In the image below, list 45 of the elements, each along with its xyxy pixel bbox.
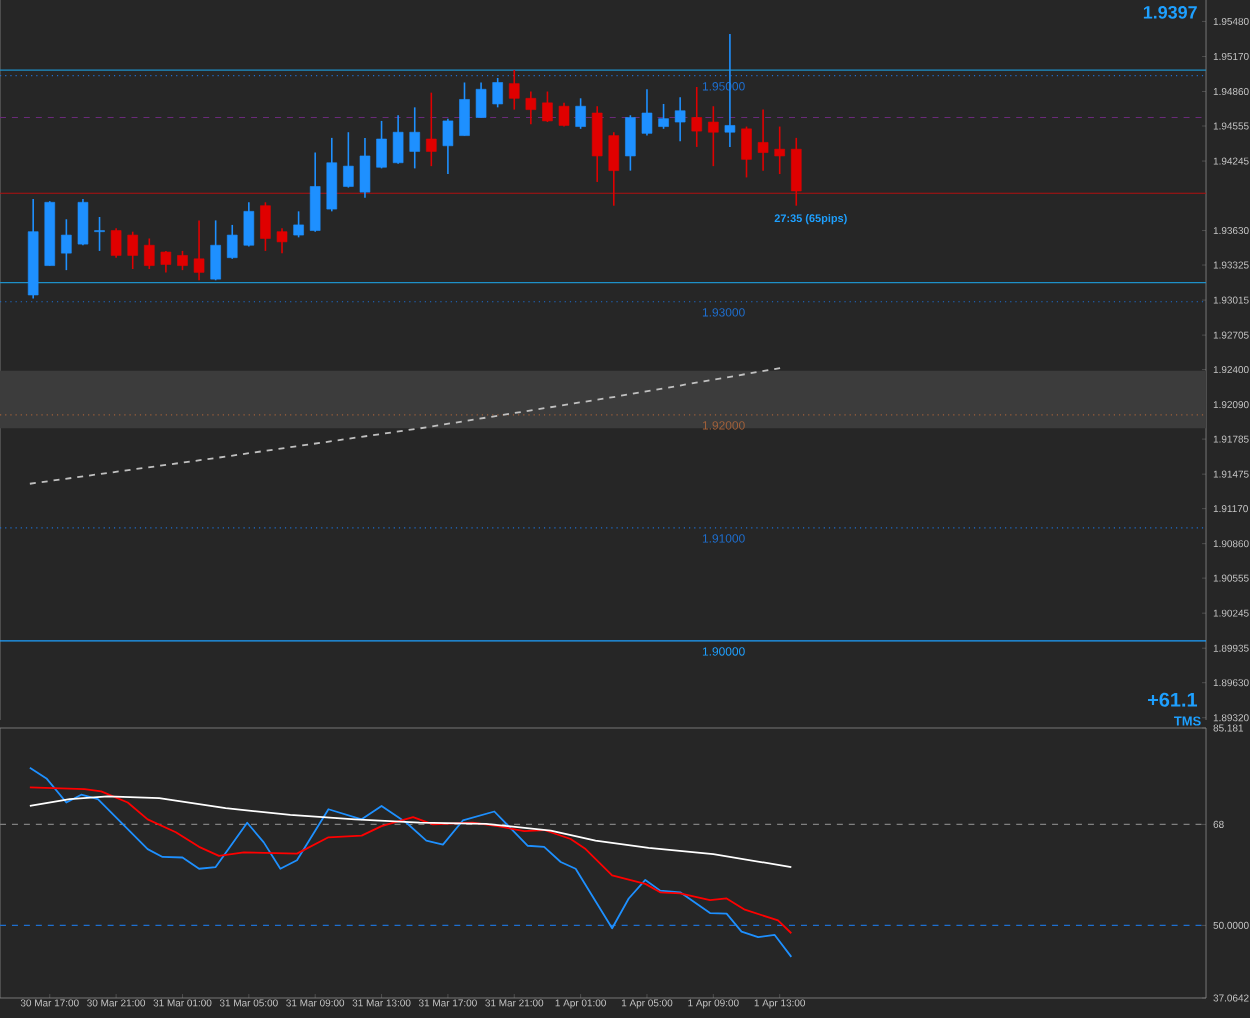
candlestick xyxy=(791,137,802,207)
candlestick xyxy=(475,81,487,119)
candlestick xyxy=(658,103,669,130)
candlestick xyxy=(61,218,72,271)
candlestick xyxy=(226,224,238,260)
candlestick xyxy=(625,114,636,172)
candlestick xyxy=(309,151,321,233)
candlestick xyxy=(508,69,520,111)
candlestick xyxy=(276,227,288,254)
candlestick xyxy=(708,105,719,167)
candlestick xyxy=(110,227,122,259)
candlestick xyxy=(575,97,586,130)
candlestick xyxy=(243,201,255,248)
candlestick xyxy=(326,137,338,213)
candlestick xyxy=(774,125,785,175)
candlestick xyxy=(144,237,155,270)
candlestick xyxy=(343,131,354,189)
candlestick xyxy=(741,125,752,179)
annotation: 1.9397 xyxy=(1143,5,1197,19)
candlestick xyxy=(210,219,221,282)
candlestick xyxy=(608,131,620,207)
candlestick xyxy=(177,250,188,271)
candlestick xyxy=(193,219,205,282)
candlestick xyxy=(757,108,769,172)
candlestick xyxy=(674,96,686,143)
candlestick xyxy=(426,91,437,167)
candlestick xyxy=(392,114,404,165)
candlestick xyxy=(691,86,703,148)
candlestick xyxy=(641,88,653,137)
candlestick xyxy=(542,90,553,123)
candlestick xyxy=(558,102,570,128)
candlestick xyxy=(442,117,454,175)
candlestick xyxy=(359,137,371,199)
candlestick xyxy=(409,106,420,170)
candlestick xyxy=(591,105,603,183)
candlestick xyxy=(492,77,503,109)
candlestick xyxy=(376,120,387,170)
candlestick xyxy=(293,210,304,239)
candlestick xyxy=(77,198,89,247)
candlestick xyxy=(94,216,105,252)
candlestick xyxy=(525,90,537,126)
candlestick xyxy=(260,201,271,252)
candlestick xyxy=(459,81,470,137)
annotation: +61.1 xyxy=(1148,692,1198,707)
candlestick xyxy=(127,230,138,270)
